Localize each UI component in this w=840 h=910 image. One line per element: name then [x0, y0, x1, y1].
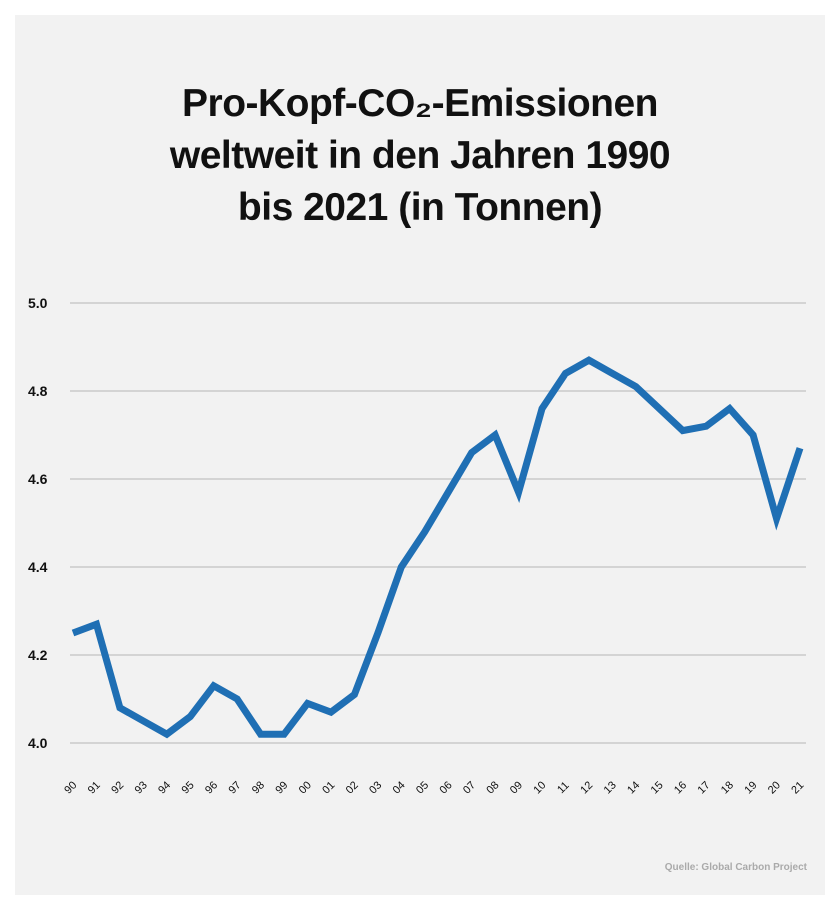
x-tick-label: 98	[250, 779, 267, 796]
x-tick-label: 91	[86, 779, 103, 796]
x-tick-label: 03	[367, 779, 384, 796]
y-tick-label: 4.8	[28, 383, 48, 399]
x-tick-label: 04	[391, 779, 408, 796]
chart-title: Pro-Kopf-CO₂-Emissionen weltweit in den …	[0, 78, 840, 234]
x-tick-label: 11	[555, 780, 572, 797]
x-tick-label: 14	[625, 779, 642, 796]
x-tick-label: 20	[766, 779, 783, 796]
source-note: Quelle: Global Carbon Project	[664, 862, 807, 873]
x-tick-label: 13	[602, 779, 619, 796]
x-tick-label: 97	[226, 779, 243, 796]
x-tick-label: 16	[672, 779, 689, 796]
x-tick-label: 18	[719, 779, 736, 796]
chart-panel	[15, 15, 825, 895]
x-tick-label: 05	[414, 779, 431, 796]
x-tick-label: 02	[344, 779, 361, 796]
series-line	[71, 356, 804, 739]
y-tick-label: 4.4	[28, 559, 48, 575]
x-tick-label: 12	[578, 779, 595, 796]
title-line-3: bis 2021 (in Tonnen)	[237, 186, 603, 229]
x-tick-label: 07	[461, 779, 478, 796]
x-tick-label: 93	[133, 779, 150, 796]
y-tick-label: 4.6	[28, 471, 48, 487]
x-tick-label: 17	[695, 779, 712, 796]
x-tick-label: 99	[273, 779, 290, 796]
y-tick-label: 5.0	[28, 295, 48, 311]
x-tick-label: 08	[484, 779, 501, 796]
x-tick-label: 92	[109, 779, 126, 796]
x-tick-label: 09	[508, 779, 525, 796]
x-tick-label: 90	[62, 779, 79, 796]
x-tick-label: 95	[180, 779, 197, 796]
x-tick-label: 00	[297, 779, 314, 796]
x-tick-label: 21	[789, 779, 806, 796]
title-line-2: weltweit in den Jahren 1990	[169, 134, 671, 177]
x-tick-label: 10	[531, 779, 548, 796]
x-tick-label: 15	[649, 779, 666, 796]
x-tick-label: 94	[156, 779, 173, 796]
x-tick-label: 96	[203, 779, 220, 796]
title-line-1: Pro-Kopf-CO₂-Emissionen	[182, 82, 659, 125]
y-tick-label: 4.2	[28, 647, 48, 663]
x-tick-label: 06	[438, 779, 455, 796]
y-tick-label: 4.0	[28, 735, 48, 751]
x-tick-label: 01	[320, 779, 337, 796]
x-tick-label: 19	[742, 779, 759, 796]
